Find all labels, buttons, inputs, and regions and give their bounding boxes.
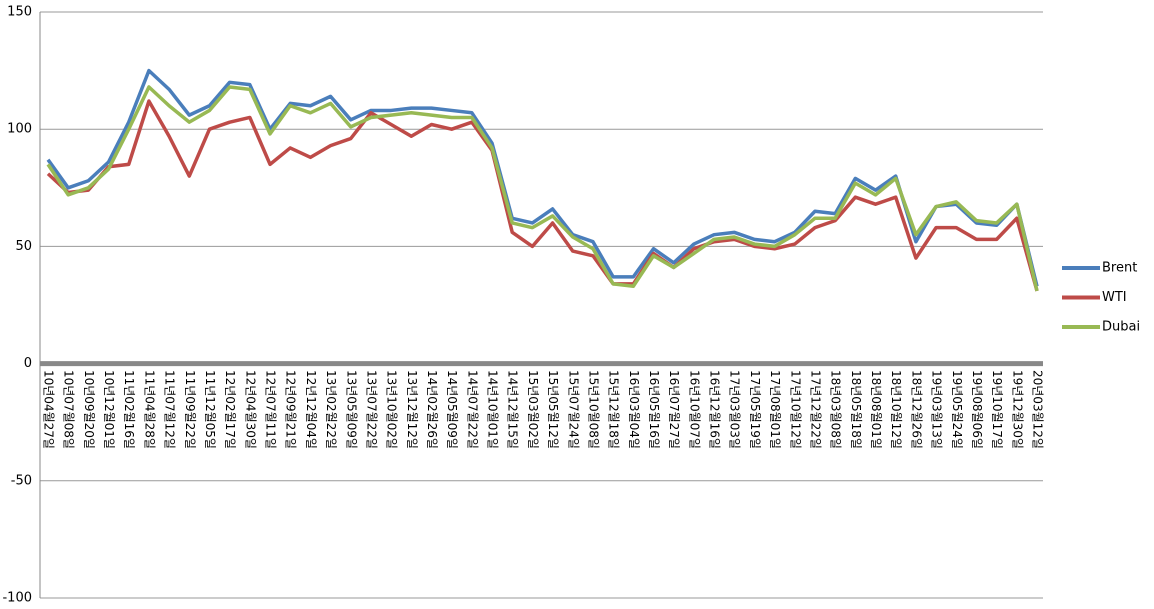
legend-label: Brent — [1102, 261, 1137, 276]
x-tick-label: 18년05월18일 — [849, 370, 863, 449]
x-tick-label: 14년05월09일 — [445, 370, 459, 449]
x-tick-label: 14년07월22일 — [465, 370, 479, 449]
x-tick-label: 12년09월21일 — [284, 370, 298, 449]
x-tick-label: 18년08월01일 — [869, 370, 883, 449]
x-tick-label: 15년12월18일 — [607, 370, 621, 449]
y-tick-label: -100 — [2, 591, 32, 606]
x-tick-label: 11년12월05일 — [203, 370, 217, 449]
x-tick-label: 17년08월01일 — [768, 370, 782, 449]
x-tick-label: 10년09월20일 — [82, 370, 96, 449]
x-tick-label: 14년10월01일 — [486, 370, 500, 449]
x-tick-label: 19년12월30일 — [1010, 370, 1024, 449]
x-tick-label: 15년05월12일 — [546, 370, 560, 449]
series-line — [46, 85, 1039, 292]
x-tick-label: 14년02월26일 — [425, 370, 439, 449]
x-tick-label: 17년05월19일 — [748, 370, 762, 449]
x-tick-label: 19년03월13일 — [930, 370, 944, 449]
x-tick-label: 12년04월30일 — [243, 370, 257, 449]
x-tick-label: 19년08월06일 — [970, 370, 984, 449]
y-tick-label: 100 — [7, 122, 32, 137]
x-tick-label: 15년07월24일 — [566, 370, 580, 449]
series-line — [46, 68, 1039, 287]
x-tick-label: 10년12월01일 — [102, 370, 116, 449]
x-tick-label: 11년07월12일 — [163, 370, 177, 449]
x-tick-label: 17년12월22일 — [808, 370, 822, 449]
x-tick-label: 12년02월17일 — [223, 370, 237, 449]
y-tick-label: -50 — [11, 473, 32, 488]
x-tick-label: 16년07월27일 — [667, 370, 681, 449]
x-tick-label: 16년05월16일 — [647, 370, 661, 449]
x-tick-label: 18년10월12일 — [889, 370, 903, 449]
x-tick-label: 12년07월11일 — [264, 370, 278, 449]
x-tick-label: 11년02월16일 — [122, 370, 136, 449]
legend-label: Dubai — [1102, 320, 1140, 335]
x-tick-label: 20년03월12일 — [1031, 370, 1045, 449]
y-tick-label: 150 — [7, 5, 32, 20]
y-tick-label: 50 — [15, 239, 32, 254]
x-tick-label: 13년07월22일 — [364, 370, 378, 449]
x-tick-label: 10년04월27일 — [42, 370, 56, 449]
x-tick-label: 13년05월09일 — [344, 370, 358, 449]
x-tick-label: 17년03월03일 — [728, 370, 742, 449]
x-tick-label: 10년07월08일 — [62, 370, 76, 449]
x-tick-label: 19년10월17일 — [990, 370, 1004, 449]
x-tick-label: 12년12월04일 — [304, 370, 318, 449]
x-tick-label: 14년12월15일 — [506, 370, 520, 449]
x-tick-label: 11년04월28일 — [142, 370, 156, 449]
x-tick-label: 13년12월12일 — [405, 370, 419, 449]
x-tick-label: 18년12월26일 — [909, 370, 923, 449]
x-tick-label: 16년03월04일 — [627, 370, 641, 449]
x-tick-label: 13년10월02일 — [385, 370, 399, 449]
x-tick-label: 15년10월08일 — [586, 370, 600, 449]
x-tick-label: 13년02월22일 — [324, 370, 338, 449]
x-tick-label: 16년12월16일 — [708, 370, 722, 449]
x-tick-label: 11년09월22일 — [183, 370, 197, 449]
y-tick-label: 0 — [24, 356, 32, 371]
x-tick-label: 18년03월08일 — [829, 370, 843, 449]
x-tick-label: 16년10월07일 — [687, 370, 701, 449]
x-tick-label: 15년03월02일 — [526, 370, 540, 449]
x-tick-label: 17년10월12일 — [788, 370, 802, 449]
series-line — [46, 99, 1039, 292]
x-tick-label: 19년05월24일 — [950, 370, 964, 449]
legend-label: WTI — [1102, 290, 1127, 305]
